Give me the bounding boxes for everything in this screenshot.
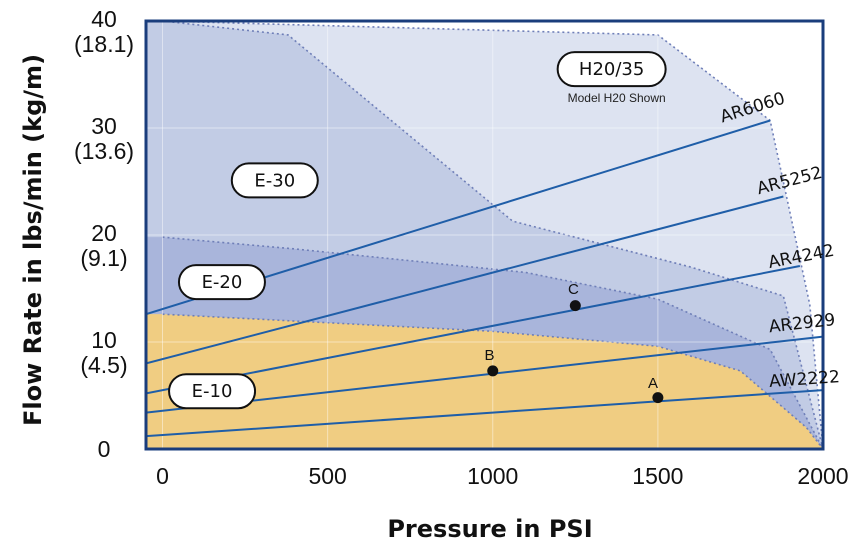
y-tick-sublabel: (18.1) — [74, 31, 134, 57]
point-a — [652, 392, 664, 404]
grid-lines — [146, 21, 823, 449]
operating-points: A B C — [485, 281, 664, 404]
y-axis-title: Flow Rate in lbs/min (kg/m) — [19, 54, 47, 426]
x-tick-label: 0 — [156, 463, 169, 489]
series-line-ar4242 — [146, 265, 801, 395]
region-pill-e-20 — [177, 264, 266, 301]
region-note-h20-35: Model H20 Shown — [568, 91, 666, 105]
point-label-b: B — [485, 347, 495, 364]
y-tick-label: 40 — [91, 6, 117, 32]
point-b — [487, 365, 499, 377]
region-boundary-2 — [162, 236, 823, 449]
point-label-c: C — [568, 281, 579, 298]
axis-ticks: 0 500 1000 1500 2000 0 10(4.5) 20(9.1) 30(13.6) 4… — [74, 6, 849, 489]
y-tick-label: 10 — [91, 327, 117, 353]
point-label-a: A — [648, 375, 658, 392]
y-tick-label: 30 — [91, 113, 117, 139]
point-c — [569, 300, 581, 312]
y-tick-sublabel: (4.5) — [80, 352, 127, 378]
series-line-aw2222 — [146, 389, 823, 438]
series-label-aw2222: AW2222 — [768, 367, 840, 392]
x-tick-label: 2000 — [797, 463, 848, 489]
x-tick-label: 1500 — [632, 463, 683, 489]
coverage-regions — [146, 21, 823, 449]
x-axis-title: Pressure in PSI — [387, 515, 592, 543]
region-label-e-20: E-20 — [202, 272, 243, 293]
series-line-ar5252 — [146, 195, 784, 365]
region-label-h20-35: H20/35 — [579, 59, 644, 80]
y-tick-sublabel: (9.1) — [80, 245, 127, 271]
region-label-e-10: E-10 — [192, 381, 233, 402]
series-line-ar2929 — [146, 335, 823, 414]
region-pill-e-30 — [230, 162, 319, 199]
region-pill-h20-35 — [556, 51, 667, 88]
y-tick-label: 0 — [98, 436, 111, 462]
region-boundary-3 — [162, 313, 823, 449]
x-tick-label: 1000 — [467, 463, 518, 489]
plot-frame — [144, 19, 825, 451]
y-tick-sublabel: (13.6) — [74, 138, 134, 164]
region-label-e-30: E-30 — [254, 170, 295, 191]
y-tick-label: 20 — [91, 220, 117, 246]
region-pill-e-10 — [168, 373, 257, 410]
x-tick-label: 500 — [308, 463, 346, 489]
region-area-e-10 — [146, 314, 823, 449]
